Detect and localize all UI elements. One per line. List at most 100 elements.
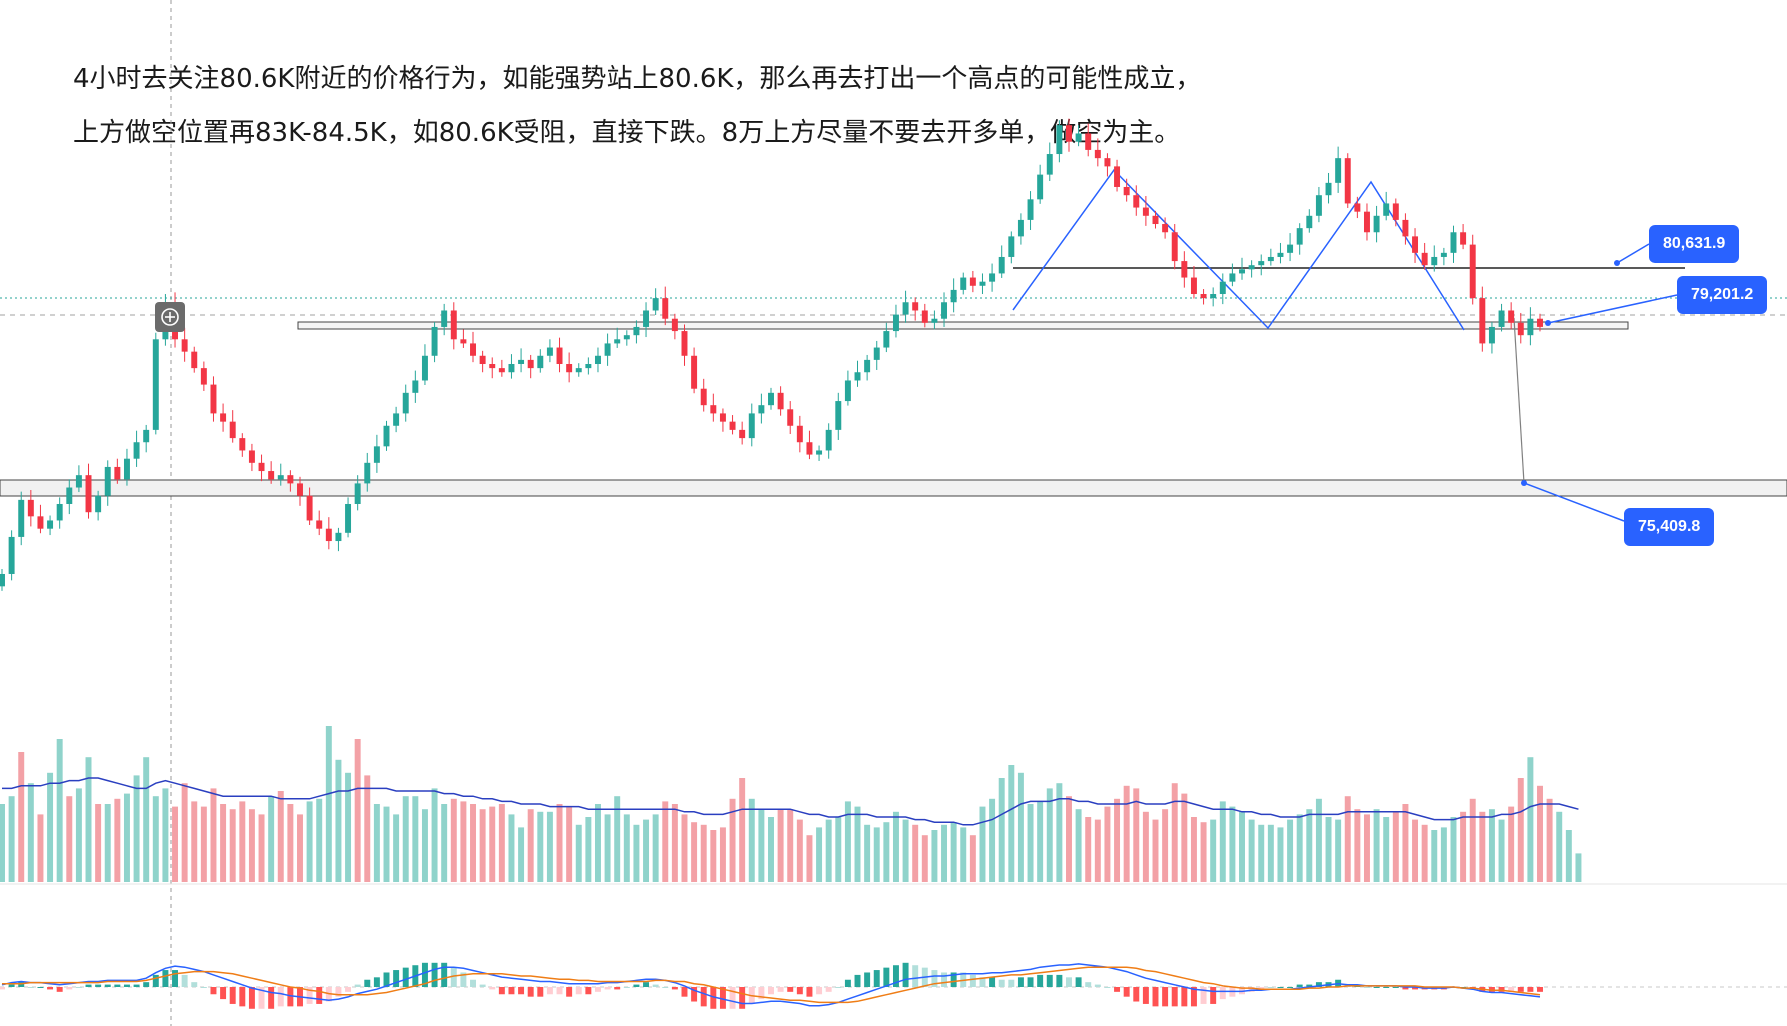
macd-histogram-bar	[1066, 977, 1072, 987]
macd-histogram-bar	[585, 987, 592, 995]
candle-body	[181, 339, 188, 352]
macd-histogram-bar	[258, 987, 265, 1009]
macd-histogram-bar	[287, 987, 294, 1007]
candle-body	[796, 425, 803, 443]
candle-body	[1344, 158, 1351, 204]
macd-histogram-bar	[85, 984, 92, 987]
candle-body	[152, 339, 159, 430]
macd-histogram-bar	[729, 987, 736, 1009]
volume-bar	[1565, 830, 1572, 882]
macd-histogram-bar	[1094, 984, 1101, 987]
volume-bar	[460, 801, 467, 882]
candle-body	[1267, 256, 1274, 262]
macd-histogram-bar	[643, 982, 650, 987]
macd-histogram-bar	[47, 987, 54, 990]
volume-bar	[277, 791, 284, 882]
volume-bar	[210, 788, 217, 882]
macd-histogram-bar	[104, 984, 111, 987]
volume-bar	[162, 788, 169, 882]
volume-bar	[854, 806, 861, 882]
candle-body	[1152, 215, 1159, 225]
macd-histogram-bar	[1258, 987, 1265, 990]
volume-bar	[1527, 757, 1534, 882]
candle-body	[1537, 318, 1543, 327]
volume-bar	[748, 798, 755, 882]
macd-histogram-bar	[316, 987, 323, 1004]
candle-body	[123, 458, 130, 480]
current-label-anchor	[1545, 320, 1551, 326]
macd-histogram-bar	[844, 979, 851, 987]
volume-bar	[777, 809, 784, 882]
macd-histogram-bar	[133, 984, 140, 987]
volume-bar	[806, 835, 813, 882]
volume-bar	[1383, 817, 1390, 882]
volume-bar	[710, 830, 717, 882]
candle-body	[1210, 294, 1217, 299]
macd-histogram-bar	[1046, 974, 1053, 987]
candle-body	[806, 442, 813, 455]
target-projection-line[interactable]	[1513, 317, 1525, 484]
macd-histogram-bar	[835, 987, 842, 988]
candle-body	[85, 475, 92, 513]
candle-body	[441, 310, 448, 327]
macd-histogram-bar	[566, 987, 573, 997]
macd-histogram-bar	[1383, 987, 1390, 988]
volume-bar	[335, 759, 342, 882]
volume-bar	[1066, 796, 1072, 882]
macd-histogram-bar	[95, 984, 102, 987]
macd-histogram-bar	[604, 987, 611, 990]
macd-histogram-bar	[460, 972, 467, 987]
candle-body	[75, 475, 82, 488]
crosshair-add-button[interactable]	[155, 302, 185, 332]
volume-bar	[671, 804, 678, 882]
volume-bar	[739, 778, 746, 882]
macd-histogram-bar	[114, 984, 121, 987]
volume-bar	[268, 796, 275, 882]
volume-bar	[1171, 783, 1178, 882]
volume-bar	[181, 783, 188, 882]
macd-histogram-bar	[941, 972, 948, 987]
volume-bar	[546, 811, 553, 882]
candle-body	[1239, 269, 1245, 274]
candle-body	[1325, 182, 1332, 196]
macd-histogram-bar	[56, 987, 63, 992]
volume-bar	[1296, 814, 1303, 882]
candle-body	[27, 499, 34, 517]
candle-body	[1440, 252, 1447, 257]
volume-bar	[1114, 798, 1121, 882]
price-label-target[interactable]: 75,409.8	[1624, 508, 1715, 546]
macd-histogram-bar	[1123, 987, 1130, 997]
macd-histogram-bar	[229, 987, 236, 1004]
candle-body	[1335, 158, 1342, 183]
candle-body	[393, 413, 400, 426]
candle-body	[470, 343, 476, 356]
volume-bar	[1027, 804, 1034, 882]
double-top-pattern[interactable]	[1012, 168, 1465, 331]
candle-body	[1219, 281, 1226, 295]
resistance-zone[interactable]	[297, 321, 1629, 330]
volume-bar	[1094, 819, 1101, 882]
volume-bar	[1325, 817, 1332, 882]
macd-histogram-bar	[421, 962, 428, 987]
candle-body	[345, 503, 352, 533]
price-label-current[interactable]: 79,201.2	[1677, 276, 1768, 314]
candle-body	[1008, 236, 1015, 257]
candle-body	[1450, 232, 1457, 253]
candle-body	[421, 355, 428, 381]
macd-histogram-bar	[172, 970, 179, 987]
volume-bar	[431, 788, 438, 882]
volume-bar	[1037, 801, 1044, 882]
macd-histogram-bar	[489, 987, 496, 990]
volume-bar	[662, 801, 669, 882]
support-zone[interactable]	[0, 479, 1787, 497]
volume-bar	[364, 775, 371, 882]
price-label-high[interactable]: 80,631.9	[1649, 225, 1740, 263]
volume-bar	[1142, 811, 1149, 882]
macd-histogram-bar	[902, 962, 909, 987]
candle-body	[0, 573, 5, 587]
volume-bar	[220, 804, 227, 882]
macd-histogram-bar	[623, 987, 630, 988]
candle-body	[335, 532, 342, 542]
candle-body	[556, 347, 563, 365]
